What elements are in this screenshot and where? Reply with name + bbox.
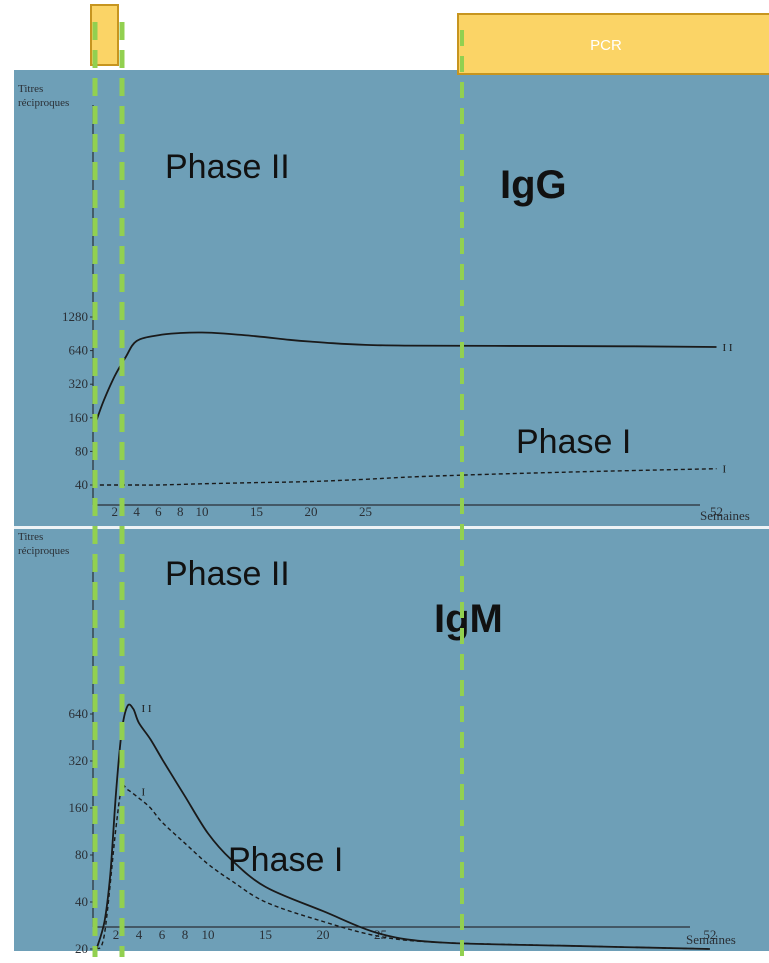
igm-ylabel-line2: réciproques <box>18 545 69 557</box>
pcr-bar <box>457 13 769 75</box>
igm-phase-i-annotation: Phase I <box>228 841 343 879</box>
panel-divider <box>14 526 769 529</box>
igm-x-tick-label: 20 <box>317 927 330 942</box>
igg-x-tick-label: 4 <box>133 504 140 519</box>
igm-x-tick-label: 4 <box>136 927 143 942</box>
igg-y-tick-label: 80 <box>75 443 88 458</box>
igm-curve-label-phase-i: I <box>142 787 146 799</box>
igg-x-tick-label: 10 <box>196 504 209 519</box>
igg-x-tick-label: 20 <box>305 504 318 519</box>
igm-panel-background <box>14 529 769 951</box>
igg-xlabel: Semaines <box>700 508 750 523</box>
igg-x-tick-label: 52 <box>710 504 723 519</box>
igg-series: I I I <box>93 331 733 486</box>
igg-x-tick-label: 2 <box>112 504 119 519</box>
igm-y-tick-label: 320 <box>69 753 89 768</box>
igg-y-tick-label: 40 <box>75 477 88 492</box>
igg-series-phase-i-line <box>93 468 717 486</box>
igg-x-tick-label: 6 <box>155 504 162 519</box>
igg-y-ticks: 40 80 160 320 640 1280 <box>62 309 93 492</box>
igg-ylabel-line1: Titres <box>18 83 43 95</box>
igm-title: IgM <box>434 597 503 641</box>
igg-curve-label-phase-ii: I I <box>723 342 733 354</box>
igg-ylabel-line2: réciproques <box>18 97 69 109</box>
igm-ylabel-line1: Titres <box>18 531 43 543</box>
igm-y-ticks: 20 40 80 160 320 640 <box>69 706 93 956</box>
guide-lines <box>92 22 464 957</box>
igg-x-tick-label: 15 <box>250 504 263 519</box>
igm-series-phase-ii-line <box>95 703 710 950</box>
igm-y-tick-label: 20 <box>75 941 88 956</box>
igg-y-tick-label: 1280 <box>62 309 88 324</box>
igm-y-tick-label: 40 <box>75 894 88 909</box>
igm-y-tick-label: 640 <box>69 706 89 721</box>
igg-curve-label-phase-i: I <box>723 464 727 476</box>
igm-curve-label-phase-ii: I I <box>142 703 152 715</box>
igm-y-tick-label: 160 <box>69 800 89 815</box>
igg-phase-ii-annotation: Phase II <box>165 148 290 186</box>
igm-series-phase-i-line <box>95 784 710 950</box>
igm-x-tick-label: 15 <box>259 927 272 942</box>
igm-x-tick-label: 52 <box>703 927 716 942</box>
igm-xlabel: Semaines <box>686 932 736 947</box>
igm-y-tick-label: 80 <box>75 847 88 862</box>
igm-series: I I I <box>95 703 710 950</box>
igm-phase-ii-annotation: Phase II <box>165 555 290 593</box>
igg-phase-i-annotation: Phase I <box>516 423 631 461</box>
igg-panel-background <box>14 70 769 526</box>
pcr-label: PCR <box>590 37 622 54</box>
igm-x-tick-label: 6 <box>159 927 166 942</box>
igg-x-tick-label: 8 <box>177 504 184 519</box>
igg-y-tick-label: 320 <box>69 376 89 391</box>
igg-title: IgG <box>500 163 567 207</box>
igg-series-phase-ii-line <box>95 331 717 422</box>
igm-x-tick-label: 8 <box>182 927 189 942</box>
igm-x-tick-label: 10 <box>202 927 215 942</box>
igg-y-tick-label: 160 <box>69 410 89 425</box>
igg-x-tick-label: 25 <box>359 504 372 519</box>
igg-x-ticks: 2 4 6 8 10 15 20 25 52 <box>112 504 723 519</box>
igg-y-tick-label: 640 <box>69 343 89 358</box>
igm-x-tick-label: 2 <box>113 927 120 942</box>
